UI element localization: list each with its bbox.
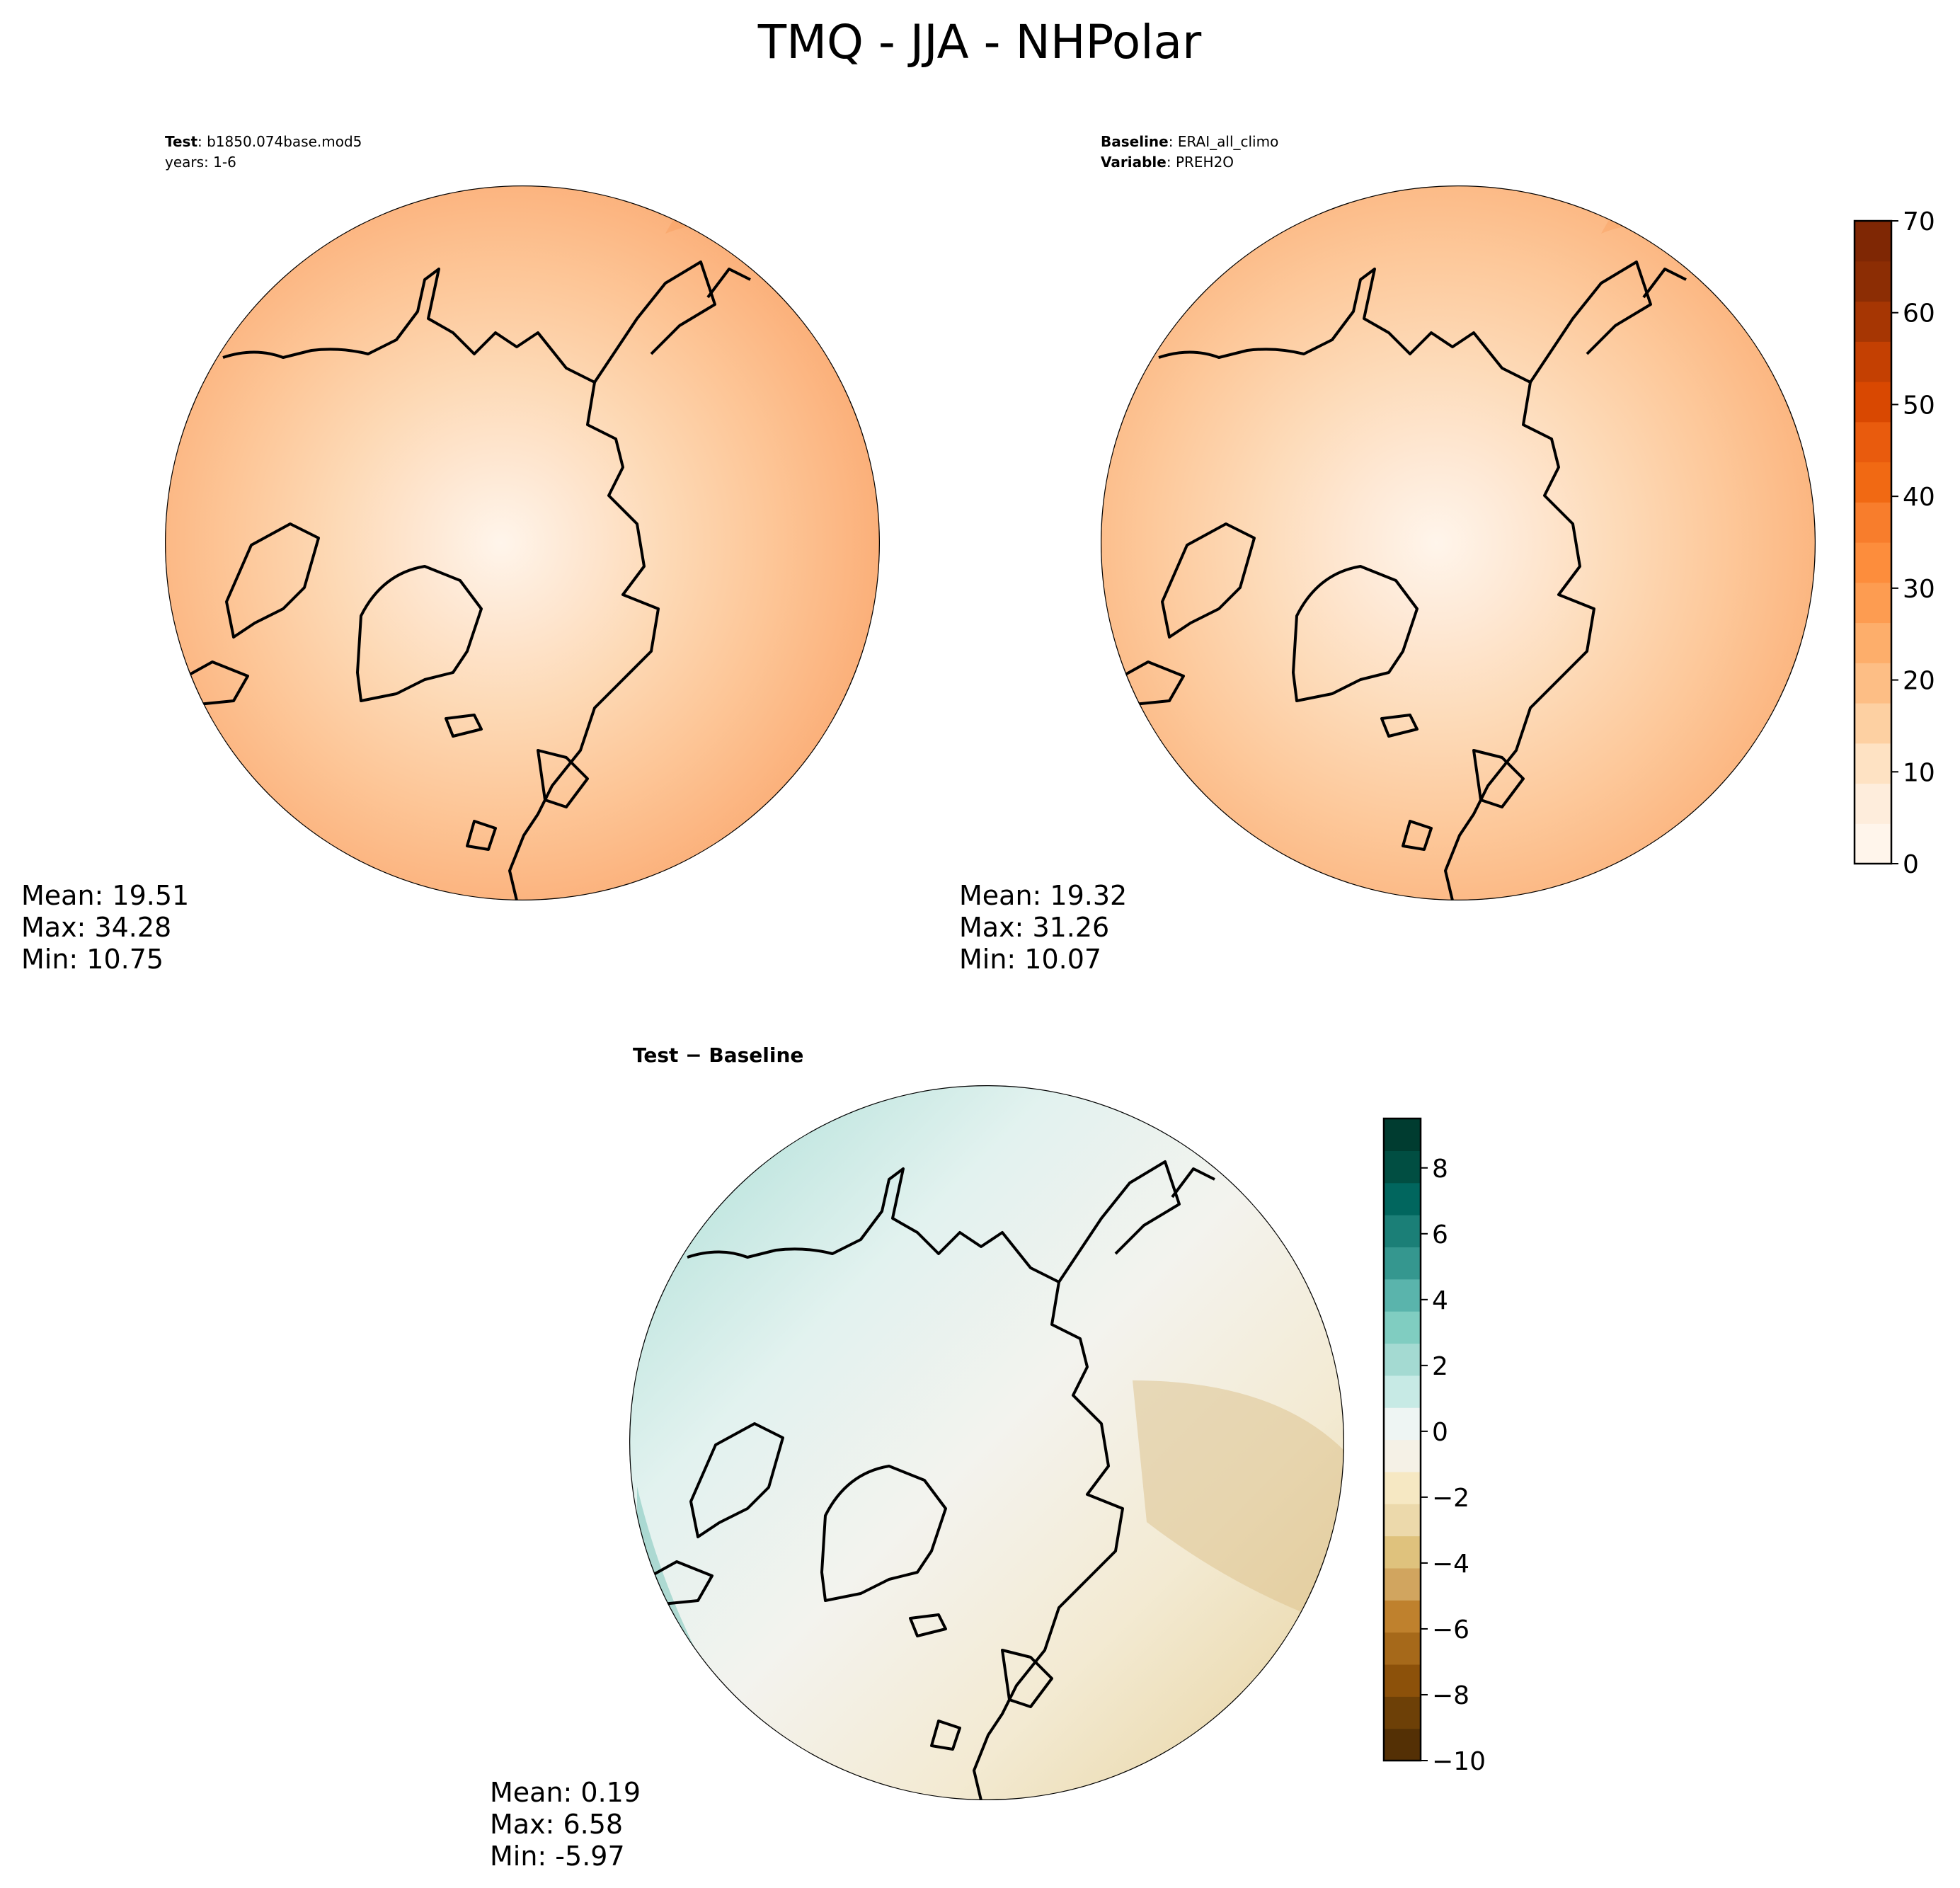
main-colorbar-cell [1855, 221, 1891, 262]
test-stats: Mean: 19.51 Max: 34.28 Min: 10.75 [21, 880, 189, 975]
main-colorbar-cell [1855, 261, 1891, 302]
baseline-meta-key: Baseline [1101, 133, 1169, 150]
difference-colorbar-cell [1384, 1535, 1421, 1569]
test-meta-value: : b1850.074base.mod5 [197, 133, 362, 150]
difference-colorbar-tick-label: 2 [1432, 1352, 1448, 1381]
difference-colorbar-cell [1384, 1471, 1421, 1504]
main-colorbar-cell [1855, 502, 1891, 543]
baseline-coastlines [1115, 261, 1687, 900]
difference-colorbar-tick-label: −2 [1432, 1484, 1469, 1513]
main-colorbar-cell [1855, 823, 1891, 864]
main-colorbar-cell [1855, 382, 1891, 423]
test-stat-max: Max: 34.28 [21, 912, 171, 943]
baseline-meta-value: : ERAI_all_climo [1169, 133, 1279, 150]
difference-stat-min: Min: -5.97 [490, 1841, 625, 1872]
difference-colorbar: 8 6 4 2 0 −2 −4 −6 −8 −10 [1382, 1117, 1486, 1776]
baseline-map [1101, 185, 1816, 900]
main-colorbar-cell [1855, 663, 1891, 704]
difference-colorbar-cell [1384, 1504, 1421, 1537]
baseline-stat-max: Max: 31.26 [959, 912, 1109, 943]
difference-colorbar-frame [1382, 1117, 1422, 1762]
difference-negative-patch [1133, 1380, 1344, 1628]
test-meta-years: years: 1-6 [165, 154, 236, 171]
main-colorbar-cell [1855, 542, 1891, 583]
difference-colorbar-cell [1384, 1696, 1421, 1729]
test-meta-key: Test [165, 133, 197, 150]
difference-colorbar-tick-label: −6 [1432, 1615, 1469, 1644]
difference-colorbar-cell [1384, 1311, 1421, 1344]
difference-colorbar-tick-label: −10 [1432, 1747, 1486, 1776]
main-colorbar-tick-label: 20 [1903, 667, 1935, 696]
baseline-meta-line1: Baseline: ERAI_all_climo [1101, 133, 1278, 150]
test-stat-min: Min: 10.75 [21, 944, 164, 975]
difference-colorbar-cell [1384, 1343, 1421, 1376]
variable-meta-value: : PREH2O [1167, 154, 1234, 171]
main-colorbar-cell [1855, 783, 1891, 824]
main-colorbar-tick-label: 50 [1903, 391, 1935, 420]
main-colorbar-tick-label: 60 [1903, 299, 1935, 328]
main-colorbar-cell [1855, 703, 1891, 744]
difference-colorbar-cell [1384, 1375, 1421, 1408]
main-colorbar-cell [1855, 582, 1891, 624]
main-colorbar-cell [1855, 622, 1891, 663]
test-meta-line1: Test: b1850.074base.mod5 [165, 133, 362, 150]
difference-colorbar-tick-label: 4 [1432, 1286, 1448, 1315]
difference-colorbar-cell [1384, 1728, 1421, 1761]
main-colorbar-cell [1855, 301, 1891, 342]
baseline-stats: Mean: 19.32 Max: 31.26 Min: 10.07 [959, 880, 1127, 975]
difference-colorbar-cell [1384, 1567, 1421, 1601]
difference-colorbar-cell [1384, 1150, 1421, 1184]
figure-title: TMQ - JJA - NHPolar [757, 15, 1202, 69]
main-colorbar-tick-label: 70 [1903, 207, 1935, 236]
main-colorbar-cell [1855, 421, 1891, 463]
main-colorbar-cell [1855, 743, 1891, 784]
difference-colorbar-tick-label: −8 [1432, 1681, 1469, 1710]
test-stat-mean: Mean: 19.51 [21, 880, 189, 911]
difference-field [629, 1085, 1344, 1800]
main-colorbar-cell [1855, 341, 1891, 382]
difference-map [629, 1085, 1344, 1800]
baseline-meta-line2: Variable: PREH2O [1101, 154, 1234, 171]
baseline-stat-mean: Mean: 19.32 [959, 880, 1127, 911]
variable-meta-key: Variable [1101, 154, 1167, 171]
main-colorbar: 0 10 20 30 40 50 60 70 [1853, 207, 1935, 879]
main-colorbar-tick-label: 30 [1903, 575, 1935, 604]
difference-colorbar-cell [1384, 1278, 1421, 1312]
difference-stats: Mean: 0.19 Max: 6.58 Min: -5.97 [490, 1777, 641, 1872]
main-colorbar-frame [1853, 219, 1893, 865]
difference-colorbar-cell [1384, 1632, 1421, 1665]
test-coastlines [179, 261, 751, 900]
difference-stat-max: Max: 6.58 [490, 1809, 623, 1840]
main-colorbar-tick-label: 10 [1903, 758, 1935, 787]
difference-colorbar-tick-label: 8 [1432, 1155, 1448, 1184]
difference-stat-mean: Mean: 0.19 [490, 1777, 641, 1808]
difference-colorbar-tick-label: 0 [1432, 1418, 1448, 1447]
baseline-stat-min: Min: 10.07 [959, 944, 1101, 975]
difference-colorbar-cell [1384, 1664, 1421, 1697]
difference-colorbar-tick-label: −4 [1432, 1550, 1469, 1579]
difference-colorbar-cell [1384, 1247, 1421, 1280]
main-colorbar-cell [1855, 462, 1891, 503]
test-map [165, 185, 880, 900]
difference-colorbar-cell [1384, 1407, 1421, 1441]
test-field [165, 185, 880, 900]
difference-label: Test − Baseline [633, 1043, 803, 1067]
main-colorbar-tick-label: 40 [1903, 483, 1935, 512]
baseline-field [1101, 185, 1816, 900]
difference-colorbar-cell [1384, 1600, 1421, 1633]
difference-colorbar-cell [1384, 1119, 1421, 1151]
difference-colorbar-cell [1384, 1182, 1421, 1215]
difference-colorbar-cell [1384, 1215, 1421, 1247]
difference-colorbar-tick-label: 6 [1432, 1220, 1448, 1249]
difference-colorbar-cell [1384, 1439, 1421, 1472]
main-colorbar-tick-label: 0 [1903, 850, 1919, 879]
